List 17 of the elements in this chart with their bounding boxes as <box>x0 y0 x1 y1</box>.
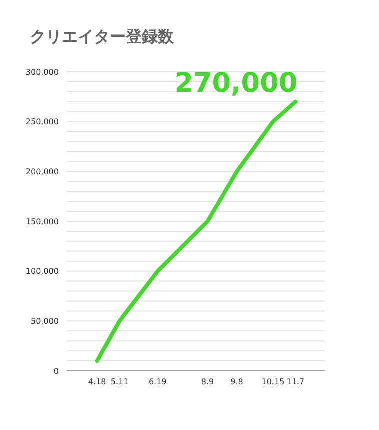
x-tick-label: 5.11 <box>110 378 129 387</box>
y-tick-label: 100,000 <box>26 267 59 276</box>
chart-title: クリエイター登録数 <box>30 27 174 48</box>
y-tick-label: 50,000 <box>31 317 59 326</box>
y-tick-label: 300,000 <box>26 68 59 77</box>
y-tick-label: 200,000 <box>26 168 59 177</box>
x-tick-label: 6.19 <box>148 378 167 387</box>
line-series <box>95 100 298 364</box>
x-tick-label: 8.9 <box>201 378 214 387</box>
x-tick-label: 10.15 <box>262 378 285 387</box>
x-tick-label: 9.8 <box>230 378 244 387</box>
y-tick-label: 250,000 <box>26 118 59 127</box>
annotation: 270,000 <box>174 68 298 99</box>
y-tick-label: 150,000 <box>26 217 59 226</box>
x-tick-label: 4.18 <box>88 378 106 387</box>
x-tick-label: 11.7 <box>286 378 305 387</box>
y-tick-label: 0 <box>54 366 59 376</box>
